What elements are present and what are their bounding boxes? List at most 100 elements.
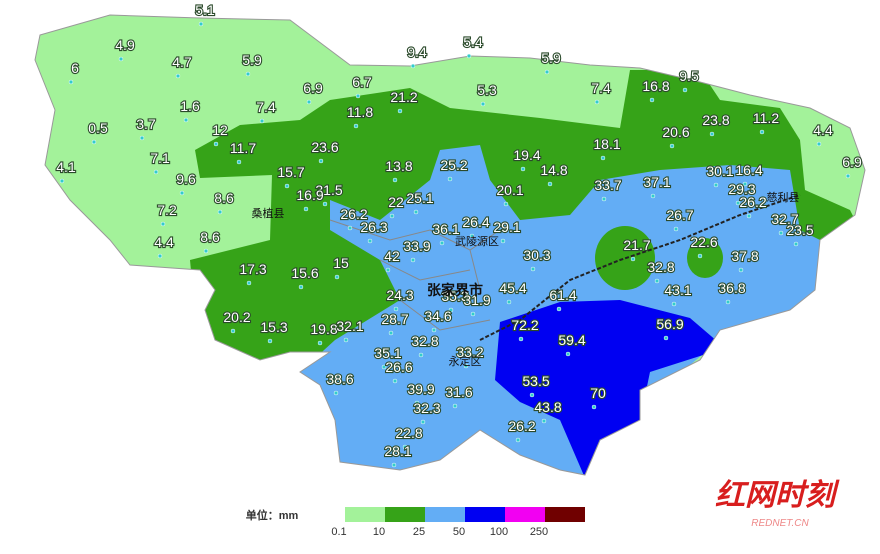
station-dot (594, 99, 600, 105)
station-value: 32.1 (336, 318, 363, 334)
station-value: 43.8 (534, 399, 561, 415)
station-dot (556, 306, 562, 312)
zone-green-island (595, 226, 655, 290)
station-dot (709, 131, 715, 137)
station-dot (466, 53, 472, 59)
station-dot (343, 337, 349, 343)
legend-label: 250 (530, 526, 548, 538)
legend: 0.1 10 25 50 100 250 (331, 507, 585, 538)
legend-label: 100 (490, 526, 508, 538)
station-dot (463, 363, 469, 369)
station-dot (183, 117, 189, 123)
station-value: 5.3 (477, 82, 497, 98)
station-value: 22 (388, 194, 404, 210)
station-dot (544, 69, 550, 75)
legend-swatch (545, 507, 585, 522)
station-value: 6.9 (842, 154, 862, 170)
legend-label: 25 (413, 526, 425, 538)
station-value: 42 (384, 248, 400, 264)
station-dot (413, 209, 419, 215)
station-value: 4.1 (56, 159, 76, 175)
station-dot (630, 256, 636, 262)
station-value: 4.9 (115, 37, 135, 53)
station-value: 16.4 (735, 162, 762, 178)
station-value: 26.2 (508, 418, 535, 434)
station-dot (697, 253, 703, 259)
station-value: 23.6 (311, 139, 338, 155)
station-value: 16.8 (642, 78, 669, 94)
station-value: 9.6 (176, 171, 196, 187)
station-dot (389, 213, 395, 219)
zone-green-island (687, 238, 723, 278)
station-dot (735, 200, 741, 206)
watermark-sub: REDNET.CN (751, 518, 809, 529)
station-dot (217, 209, 223, 215)
station-dot (565, 351, 571, 357)
station-value: 4.4 (154, 234, 174, 250)
station-dot (213, 141, 219, 147)
station-value: 20.6 (662, 124, 689, 140)
station-value: 26.4 (462, 214, 489, 230)
station-value: 15.6 (291, 265, 318, 281)
station-dot (160, 221, 166, 227)
legend-label: 10 (373, 526, 385, 538)
boundary (329, 219, 501, 331)
station-dot (420, 419, 426, 425)
station-dot (713, 182, 719, 188)
station-dot (179, 190, 185, 196)
station-value: 3.7 (136, 116, 156, 132)
station-value: 35.3 (441, 288, 468, 304)
station-value: 7.4 (591, 80, 611, 96)
station-dot (402, 444, 408, 450)
legend-swatch (345, 507, 385, 522)
station-dot (431, 327, 437, 333)
station-value: 7.1 (150, 150, 170, 166)
station-dot (738, 267, 744, 273)
station-value: 12 (212, 122, 228, 138)
station-dot (153, 169, 159, 175)
station-dot (392, 378, 398, 384)
station-dot (447, 176, 453, 182)
station-dot (845, 173, 851, 179)
station-value: 35.1 (374, 345, 401, 361)
station-dot (682, 87, 688, 93)
station-dot (650, 193, 656, 199)
station-dot (391, 462, 397, 468)
station-value: 39.9 (407, 381, 434, 397)
station-value: 23.5 (786, 222, 813, 238)
station-dot (355, 93, 361, 99)
station-dot (480, 101, 486, 107)
station-value: 22.6 (690, 234, 717, 250)
station-value: 5.4 (463, 34, 483, 50)
place-name: 张家界市 (427, 282, 483, 298)
station-dot (317, 340, 323, 346)
station-value: 59.4 (558, 332, 585, 348)
station-value: 26.7 (666, 207, 693, 223)
station-dot (381, 364, 387, 370)
station-value: 22.8 (395, 425, 422, 441)
station-dot (298, 284, 304, 290)
station-value: 9.5 (679, 68, 699, 84)
station-value: 30.1 (706, 163, 733, 179)
station-dot (322, 201, 328, 207)
station-value: 43.1 (664, 282, 691, 298)
station-dot (397, 108, 403, 114)
railway (479, 194, 801, 341)
station-value: 18.1 (593, 136, 620, 152)
station-dot (392, 177, 398, 183)
station-dot (520, 166, 526, 172)
station-dot (303, 206, 309, 212)
station-value: 37.1 (643, 174, 670, 190)
station-dot (306, 99, 312, 105)
station-value: 15 (333, 255, 349, 271)
station-value: 24.3 (386, 287, 413, 303)
station-dot (333, 390, 339, 396)
legend-swatch (505, 507, 545, 522)
station-dot (541, 418, 547, 424)
watermark: 红网时刻 (715, 479, 840, 512)
station-value: 26.6 (385, 359, 412, 375)
station-dot (663, 335, 669, 341)
station-value: 14.8 (540, 162, 567, 178)
station-value: 53.5 (522, 373, 549, 389)
